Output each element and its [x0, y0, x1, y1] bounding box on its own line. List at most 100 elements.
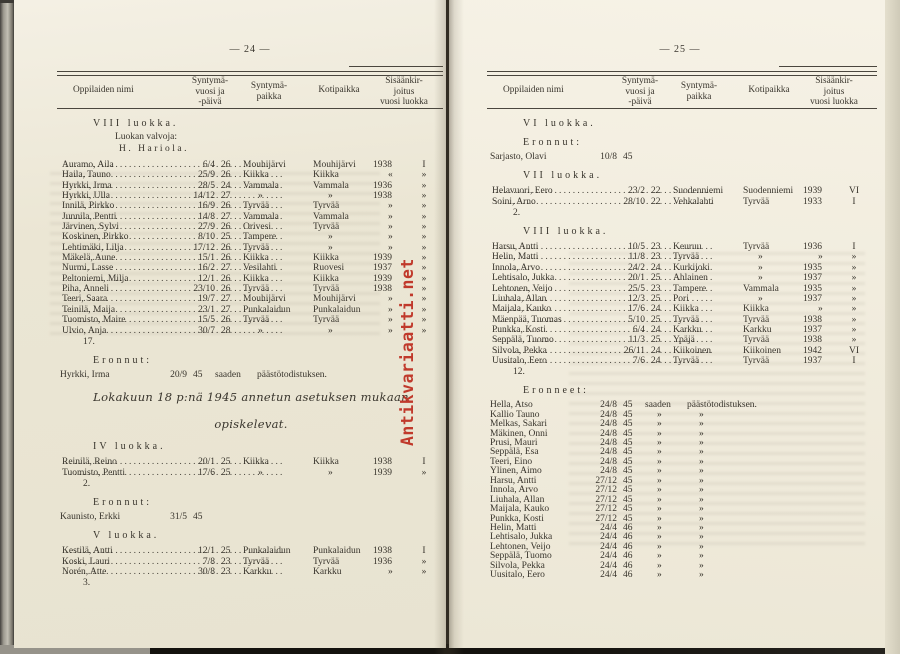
birth-year: 25	[651, 314, 661, 325]
withdrawn-row: Kaunisto, Erkki 31/5 45	[57, 512, 445, 522]
enrollment-year: 1939	[373, 467, 392, 478]
birth-place: Kiikka	[673, 304, 699, 315]
withdrawn-row: Ylinen, Aimo 24/8 45 » »	[487, 466, 879, 477]
enrollment-year: »	[388, 315, 393, 326]
leave-note: »	[657, 541, 662, 552]
page-number: — 24 —	[229, 44, 271, 55]
enrollment-year: »	[388, 294, 393, 305]
student-name: Maijala, Kauko	[492, 304, 552, 315]
col-header-home-place: Kotipaikka	[748, 85, 790, 95]
birth-year: 27	[221, 191, 231, 202]
home-place: Vammala	[743, 283, 779, 294]
leave-date: 27/12	[595, 513, 617, 524]
birth-year: 24	[651, 262, 661, 273]
dotted-leader: ........................................…	[495, 304, 715, 315]
col-header-enrollment: Sisäänkir- joitus vuosi luokka	[810, 76, 858, 107]
leave-note: »	[657, 494, 662, 505]
birth-place: Kiikka	[243, 457, 269, 468]
table-row: Junnila, Pentti.........................…	[57, 212, 445, 222]
home-place: Suodenniemi	[743, 186, 794, 197]
table-row: Soini, Arno.............................…	[487, 197, 879, 207]
leave-note: »	[699, 560, 704, 571]
enrollment-year: »	[388, 304, 393, 315]
student-name: Liuhala, Allan	[492, 293, 547, 304]
col-header-home-place: Kotipaikka	[318, 85, 360, 95]
birth-place: Vehkalahti	[673, 196, 714, 207]
home-place: Kiikka	[313, 457, 339, 468]
home-place: Mouhijärvi	[313, 160, 356, 170]
home-place: Karkku	[743, 324, 772, 335]
enrollment-class: »	[421, 242, 427, 253]
birth-date: 6/4	[632, 324, 645, 335]
withdrawn-row: Hyrkki, Irma 20/9 45 saaden päästötodistukse…	[57, 369, 445, 380]
student-name: Piha, Anneli	[62, 284, 109, 295]
birth-year: 22	[651, 186, 661, 197]
watermark-text: Antikvariaatti.net	[398, 258, 417, 446]
student-name: Koski, Lauri	[62, 556, 111, 567]
withdrawn-row: Lehtonen, Veijo 24/4 46 » »	[487, 541, 879, 552]
photo-edge-bottom-left	[0, 645, 150, 654]
student-name: Peltoniemi, Milja	[62, 273, 129, 284]
table-row: Hyrkki, Irma............................…	[57, 181, 445, 191]
table-header: Oppilaiden nimi Syntymä- vuosi ja -päivä…	[487, 66, 877, 109]
student-name: Soini, Arno	[492, 196, 536, 207]
leave-year: 45	[623, 475, 633, 486]
leave-year: 45	[623, 447, 633, 458]
class-supervisor-name: H. Hariola.	[119, 143, 189, 154]
enrollment-class: »	[851, 293, 857, 304]
dotted-leader: ........................................…	[495, 293, 715, 304]
student-name: Helavuori, Eero	[492, 186, 553, 197]
birth-place: Suodenniemi	[673, 186, 724, 197]
student-name: Sarjasto, Olavi	[490, 152, 547, 162]
enrollment-year: 1939	[373, 273, 392, 284]
home-place: Vammala	[313, 180, 349, 191]
enrollment-year: 1936	[803, 242, 822, 253]
birth-place: Orivesi	[243, 222, 271, 233]
leave-date: 24/4	[600, 570, 617, 581]
home-place: Tyrvää	[743, 355, 770, 366]
table-row: Auramo, Aila............................…	[57, 160, 445, 170]
leave-note: »	[699, 551, 704, 562]
student-name: Maijala, Kauko	[490, 504, 550, 515]
birth-date: 15/5	[198, 315, 215, 326]
student-name: Uusitalo, Eero	[492, 355, 547, 366]
enrollment-class: »	[421, 201, 427, 212]
birth-place: Tyrvää	[673, 355, 700, 366]
header-rule-bottom	[57, 107, 443, 109]
page-stack-edge-right	[885, 0, 900, 654]
birth-year: 25	[651, 293, 661, 304]
enrollment-class: I	[422, 546, 426, 557]
birth-date: 26/11	[623, 345, 645, 356]
withdrawn-row: Punkka, Kosti 27/12 45 » »	[487, 513, 879, 524]
birth-place: Tampere	[673, 283, 707, 294]
leave-year: 45	[193, 369, 203, 380]
enrollment-year: »	[818, 252, 823, 263]
student-name: Innola, Arvo	[490, 485, 539, 496]
leave-note: »	[657, 475, 662, 486]
birth-date: 30/8	[198, 567, 215, 578]
home-place: Tyrvää	[313, 201, 340, 212]
birth-year: 25	[221, 232, 231, 243]
student-count: 3.	[83, 578, 91, 589]
header-rule-bottom	[487, 107, 877, 109]
birth-date: 24/2	[628, 262, 645, 273]
birth-date: 8/10	[198, 232, 215, 243]
student-count: 2.	[513, 208, 521, 219]
leave-note: »	[657, 428, 662, 439]
leave-date: 24/8	[600, 438, 617, 448]
student-count: 2.	[83, 478, 91, 489]
leave-date: 24/8	[600, 466, 617, 477]
enrollment-year: 1937	[803, 355, 822, 366]
table-row: Punkka, Kosti...........................…	[487, 325, 879, 335]
birth-year: 23	[221, 567, 231, 578]
enrollment-class: »	[421, 191, 427, 202]
dotted-leader: ........................................…	[65, 304, 285, 315]
birth-year: 23	[651, 283, 661, 294]
student-name: Harsu, Antti	[490, 475, 537, 486]
birth-place: Kiikoinen	[673, 345, 711, 356]
dotted-leader: ........................................…	[65, 211, 285, 222]
dotted-leader: ........................................…	[65, 546, 285, 557]
student-name: Innola, Arvo	[492, 262, 541, 273]
enrollment-year: 1937	[803, 324, 822, 335]
dotted-leader: ........................................…	[65, 457, 285, 468]
